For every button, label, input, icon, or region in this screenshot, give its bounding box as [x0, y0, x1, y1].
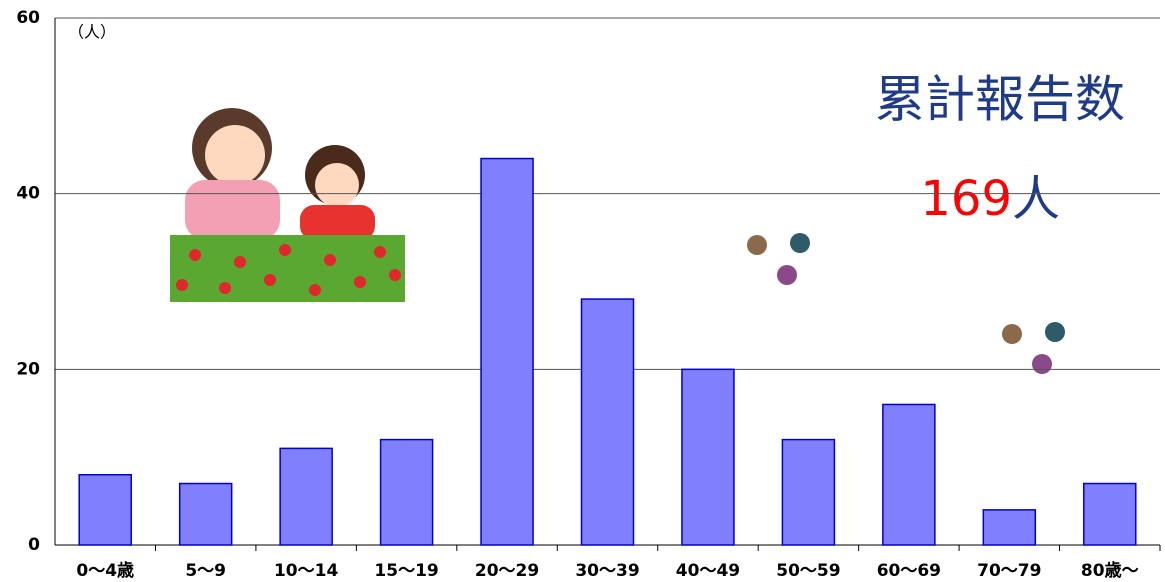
y-tick-label: 0: [28, 535, 40, 555]
y-tick-label: 20: [16, 359, 40, 379]
x-tick-label: 0〜4歳: [76, 560, 134, 581]
y-unit: （人）: [68, 23, 116, 42]
total-value: 169: [920, 171, 1012, 227]
bar: [78, 473, 132, 546]
bar: [882, 403, 936, 546]
y-tick-label: 40: [16, 184, 40, 204]
total-unit: 人: [1012, 171, 1060, 227]
x-tick-label: 20〜29: [475, 561, 539, 581]
bar: [982, 509, 1037, 546]
y-tick-label: 60: [16, 8, 40, 28]
germ-illustration: [747, 233, 1065, 374]
x-tick-label: 70〜79: [977, 561, 1041, 581]
x-tick-label: 60〜69: [877, 561, 941, 581]
bar: [781, 438, 836, 546]
x-tick-label: 40〜49: [676, 561, 740, 581]
bar: [279, 447, 333, 546]
x-tick-label: 5〜9: [185, 561, 226, 581]
x-tick-label: 80歳〜: [1081, 560, 1139, 581]
x-tick-label: 15〜19: [374, 561, 438, 581]
bar: [480, 157, 534, 546]
bar: [681, 368, 735, 546]
family-illustration: [170, 108, 405, 302]
bar: [580, 298, 635, 546]
bar: [1083, 482, 1137, 546]
x-tick-label: 10〜14: [274, 561, 338, 581]
x-tick-label: 30〜39: [575, 561, 639, 581]
bar: [379, 438, 434, 546]
annotation: 累計報告数: [875, 71, 1125, 129]
x-tick-label: 50〜59: [776, 561, 840, 581]
bar: [178, 482, 233, 546]
